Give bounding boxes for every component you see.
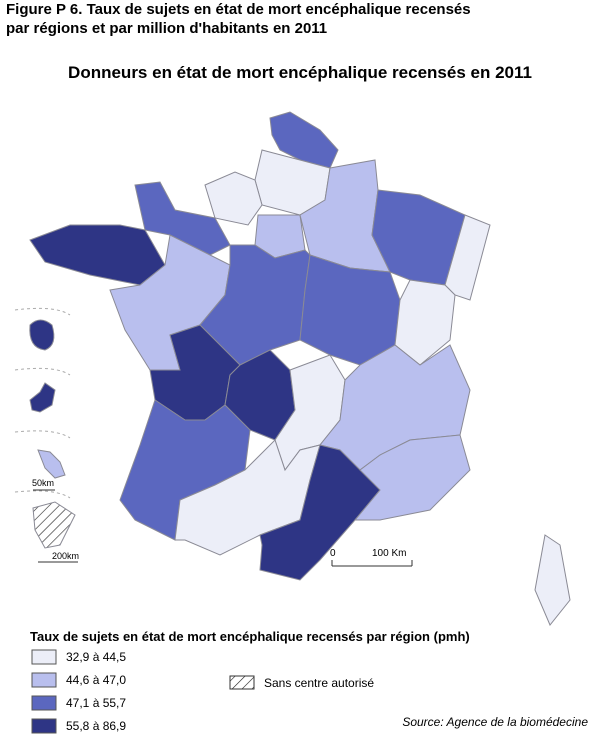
region: [29, 224, 166, 286]
region: [299, 254, 401, 366]
region: [29, 319, 55, 351]
map-title: Donneurs en état de mort encéphalique re…: [68, 63, 532, 82]
legend-swatch: [31, 718, 57, 734]
region: [29, 382, 56, 413]
legend-swatch-hatched: [229, 675, 255, 690]
legend-swatch: [31, 649, 57, 665]
figure-title: Figure P 6. Taux de sujets en état de mo…: [6, 1, 471, 18]
region-hatched: [32, 501, 76, 549]
legend: 32,9 à 44,5 44,6 à 47,0 47,1 à 55,7 55,8 à …: [31, 649, 126, 734]
legend-label: 55,8 à 86,9: [66, 719, 126, 733]
region: [353, 434, 471, 521]
inset-scale-label: 200km: [52, 551, 79, 561]
legend-label: 47,1 à 55,7: [66, 696, 126, 710]
scale-label: 0: [330, 548, 336, 559]
legend-label: 32,9 à 44,5: [66, 650, 126, 664]
scale-label: 100 Km: [372, 548, 406, 559]
legend-label: 44,6 à 47,0: [66, 673, 126, 687]
legend-title: Taux de sujets en état de mort encéphali…: [30, 629, 470, 644]
region: [204, 171, 263, 226]
region: [199, 244, 311, 366]
figure-title: par régions et par million d'habitants e…: [6, 20, 327, 37]
legend-swatch: [31, 695, 57, 711]
source: Source: Agence de la biomédecine: [402, 715, 588, 729]
legend-label: Sans centre autorisé: [264, 676, 374, 690]
inset-frame: [14, 430, 71, 439]
inset-frame: [14, 490, 71, 499]
inset-frame: [14, 367, 71, 376]
inset-frame: [14, 307, 71, 316]
scale-bar: [331, 560, 413, 567]
inset-frames: [14, 307, 71, 499]
inset-scale-label: 50km: [32, 478, 54, 488]
legend-swatch: [31, 672, 57, 688]
france-map: [29, 111, 571, 626]
region: [37, 449, 66, 479]
region: [534, 534, 571, 626]
